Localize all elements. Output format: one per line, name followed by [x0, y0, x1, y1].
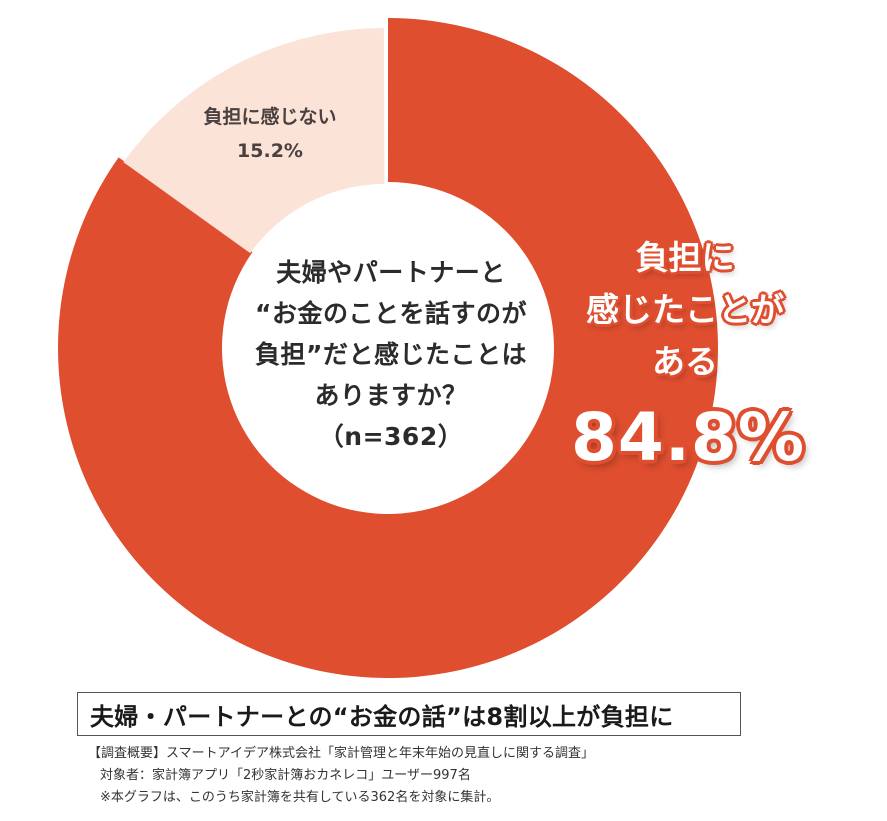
center-question: 夫婦やパートナーと “お金のことを話すのが 負担”だと感じたことは ありますか？… [233, 252, 549, 457]
minor-slice-value: 15.2% [237, 140, 303, 162]
major-slice-label: 負担に 感じたことが ある [560, 232, 810, 388]
headline-box: 夫婦・パートナーとの“お金の話”は8割以上が負担に [77, 692, 741, 736]
footnote-line: ※本グラフは、このうち家計簿を共有している362名を対象に集計。 [100, 790, 500, 805]
sample-size: （n=362） [318, 422, 464, 451]
major-slice [57, 18, 719, 679]
major-label-line: 感じたことが [586, 290, 784, 329]
question-line: 夫婦やパートナーと [276, 258, 506, 287]
minor-slice [123, 28, 385, 254]
major-slice-value: 84.8% [571, 399, 805, 476]
headline-text: 夫婦・パートナーとの“お金の話”は8割以上が負担に [90, 702, 674, 731]
major-label-line: 負担に [635, 238, 735, 277]
survey-footnote: 【調査概要】スマートアイデア株式会社「家計管理と年末年始の見直しに関する調査」 … [88, 743, 594, 809]
minor-slice-text: 負担に感じない [203, 106, 337, 128]
minor-slice-label: 負担に感じない 15.2% [170, 100, 370, 168]
question-line: 負担”だと感じたことは [255, 340, 527, 369]
donut-chart [57, 18, 719, 679]
footnote-line: 対象者：家計簿アプリ「2秒家計簿おカネレコ」ユーザー997名 [100, 768, 471, 783]
major-label-line: ある [652, 342, 718, 381]
question-line: “お金のことを話すのが [255, 299, 527, 328]
footnote-line: 【調査概要】スマートアイデア株式会社「家計管理と年末年始の見直しに関する調査」 [88, 746, 594, 761]
question-line: ありますか？ [314, 381, 468, 410]
